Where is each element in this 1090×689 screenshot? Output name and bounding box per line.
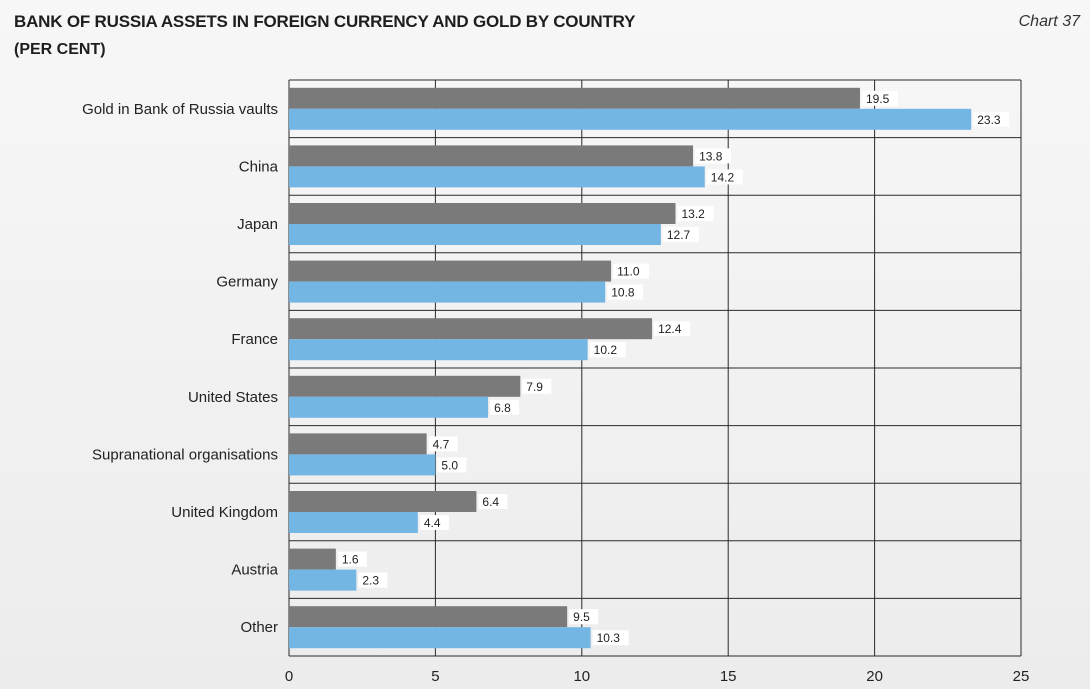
- value-label: 2.3: [362, 574, 379, 588]
- value-label-box: [613, 263, 650, 279]
- x-tick-label: 10: [573, 668, 590, 685]
- chart-subtitle: (PER CENT): [14, 41, 106, 58]
- chart-title: BANK OF RUSSIA ASSETS IN FOREIGN CURRENC…: [14, 12, 636, 31]
- bar-series-2: [289, 396, 489, 418]
- value-label: 4.4: [424, 516, 441, 530]
- bar-series-1: [289, 87, 860, 109]
- value-label: 13.8: [699, 149, 723, 163]
- bar-series-2: [289, 281, 606, 303]
- value-label-box: [861, 90, 898, 106]
- category-label: China: [239, 158, 279, 175]
- bar-series-1: [289, 260, 612, 282]
- value-label-box: [569, 609, 599, 625]
- bar-series-2: [289, 108, 972, 130]
- value-label: 7.9: [526, 380, 543, 394]
- value-label-box: [973, 111, 1010, 127]
- value-label: 19.5: [866, 92, 890, 106]
- bar-series-2: [289, 512, 418, 533]
- value-label-box: [358, 572, 388, 588]
- bar-series-2: [289, 569, 357, 591]
- category-label: Japan: [237, 216, 278, 233]
- x-tick-label: 15: [720, 668, 737, 685]
- value-label: 10.2: [594, 343, 618, 357]
- labels-layer: 0 5 10 15 20 25 Gold in Bank of Russia vaults 1…: [82, 90, 1030, 685]
- category-label: France: [231, 331, 278, 348]
- value-label-box: [695, 148, 732, 164]
- x-tick-label: 25: [1013, 668, 1030, 685]
- value-label: 9.5: [573, 610, 590, 624]
- category-label: United Kingdom: [171, 504, 278, 521]
- value-label-box: [677, 206, 714, 221]
- bar-series-2: [289, 166, 705, 188]
- value-label-box: [607, 284, 644, 300]
- x-tick-label: 0: [285, 668, 293, 685]
- bar-series-1: [289, 375, 521, 397]
- value-label-box: [589, 342, 626, 358]
- value-label: 6.4: [482, 495, 499, 509]
- x-tick-label: 5: [431, 668, 439, 685]
- category-label: Germany: [216, 274, 278, 291]
- value-label: 14.2: [711, 170, 735, 184]
- bar-series-1: [289, 203, 676, 224]
- value-label: 6.8: [494, 401, 511, 415]
- value-label: 10.3: [597, 631, 621, 645]
- category-label: Supranational organisations: [92, 446, 278, 463]
- value-label: 10.8: [611, 286, 635, 300]
- value-label-box: [419, 515, 449, 530]
- category-label: Gold in Bank of Russia vaults: [82, 101, 278, 118]
- category-label: Austria: [231, 562, 278, 579]
- bars-layer: [289, 87, 972, 649]
- category-label: United States: [188, 389, 278, 406]
- category-label: Other: [240, 619, 278, 636]
- bar-series-2: [289, 339, 588, 361]
- value-label: 11.0: [617, 265, 640, 279]
- value-label: 1.6: [342, 553, 359, 567]
- value-label: 13.2: [681, 207, 705, 221]
- value-label: 5.0: [441, 458, 458, 472]
- value-label-box: [337, 551, 367, 567]
- value-label-box: [490, 399, 520, 415]
- value-label-box: [662, 227, 699, 242]
- chart-number: Chart 37: [1018, 13, 1080, 30]
- value-label: 4.7: [433, 437, 450, 451]
- value-label: 12.4: [658, 322, 682, 336]
- bar-series-1: [289, 606, 568, 628]
- value-label: 12.7: [667, 228, 691, 242]
- value-label-box: [428, 436, 458, 452]
- value-label-box: [592, 630, 629, 646]
- bar-series-1: [289, 145, 694, 167]
- bar-series-1: [289, 548, 336, 570]
- value-label-box: [654, 321, 691, 337]
- value-label-box: [437, 457, 467, 473]
- bar-series-2: [289, 454, 436, 476]
- bar-series-1: [289, 491, 477, 512]
- bar-series-2: [289, 224, 661, 245]
- bar-series-1: [289, 318, 653, 340]
- bar-series-1: [289, 433, 427, 455]
- value-label-box: [522, 378, 552, 394]
- bar-series-2: [289, 627, 591, 649]
- value-label-box: [706, 169, 743, 185]
- value-label-box: [478, 494, 508, 509]
- x-tick-label: 20: [866, 668, 883, 685]
- value-label: 23.3: [977, 113, 1001, 127]
